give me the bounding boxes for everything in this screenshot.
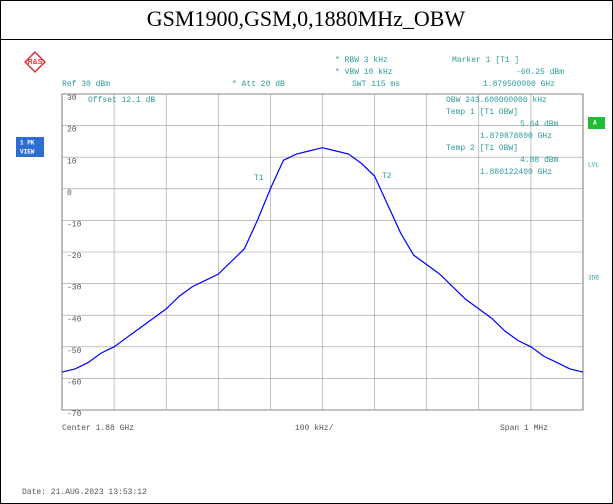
annotation: 1.879500000 GHz <box>483 80 555 89</box>
annotation: 5.64 dBm <box>520 120 559 129</box>
title: GSM1900,GSM,0,1880MHz_OBW <box>147 6 466 31</box>
y-tick-label: -40 <box>67 315 82 324</box>
annotation: Marker 1 [T1 ] <box>452 56 519 65</box>
annotation: 1.880122400 GHz <box>480 168 552 177</box>
annotation: Ref 30 dBm <box>62 80 110 89</box>
a-badge <box>588 117 605 129</box>
y-tick-label: -70 <box>67 410 82 419</box>
annotation: * VBW 10 kHz <box>335 68 393 77</box>
annotation: 1 PK <box>20 140 35 147</box>
annotation: SWT 115 ms <box>352 80 400 89</box>
annotation: 1.879878800 GHz <box>480 132 552 141</box>
y-tick-label: 20 <box>67 126 77 135</box>
annotation: OBW 243.600000000 kHz <box>446 96 547 105</box>
y-tick-label: -30 <box>67 284 82 293</box>
logo: R&S <box>24 51 46 73</box>
annotation: * RBW 3 kHz <box>335 56 388 65</box>
y-tick-label: 0 <box>67 189 72 198</box>
annotation: Offset 12.1 dB <box>88 96 155 105</box>
annotation: VIEW <box>20 149 35 156</box>
annotation: LVL <box>588 162 599 169</box>
annotation: -60.25 dBm <box>516 68 564 77</box>
annotation: Temp 2 [T1 OBW] <box>446 144 518 153</box>
annotation: * Att 20 dB <box>232 80 285 89</box>
y-tick-label: -20 <box>67 252 82 261</box>
trace <box>61 147 584 373</box>
y-tick-label: -10 <box>67 221 82 230</box>
annotation: 3DB <box>588 275 599 282</box>
annotation: 4.88 dBm <box>520 156 559 165</box>
annotation: 100 kHz/ <box>295 424 334 433</box>
annotation: Temp 1 [T1 OBW] <box>446 108 518 117</box>
y-tick-label: -60 <box>67 379 82 388</box>
annotation: T2 <box>382 172 392 181</box>
trace-badge <box>16 137 44 157</box>
annotation: A <box>593 120 597 127</box>
y-tick-label: 10 <box>67 157 77 166</box>
annotation: Center 1.88 GHz <box>62 424 134 433</box>
y-tick-label: -50 <box>67 347 82 356</box>
annotation: Date: 21.AUG.2023 13:53:12 <box>22 488 147 497</box>
svg-text:R&S: R&S <box>28 59 43 66</box>
y-tick-label: 30 <box>67 94 77 103</box>
annotation: T1 <box>254 174 264 183</box>
annotation: Span 1 MHz <box>500 424 548 433</box>
